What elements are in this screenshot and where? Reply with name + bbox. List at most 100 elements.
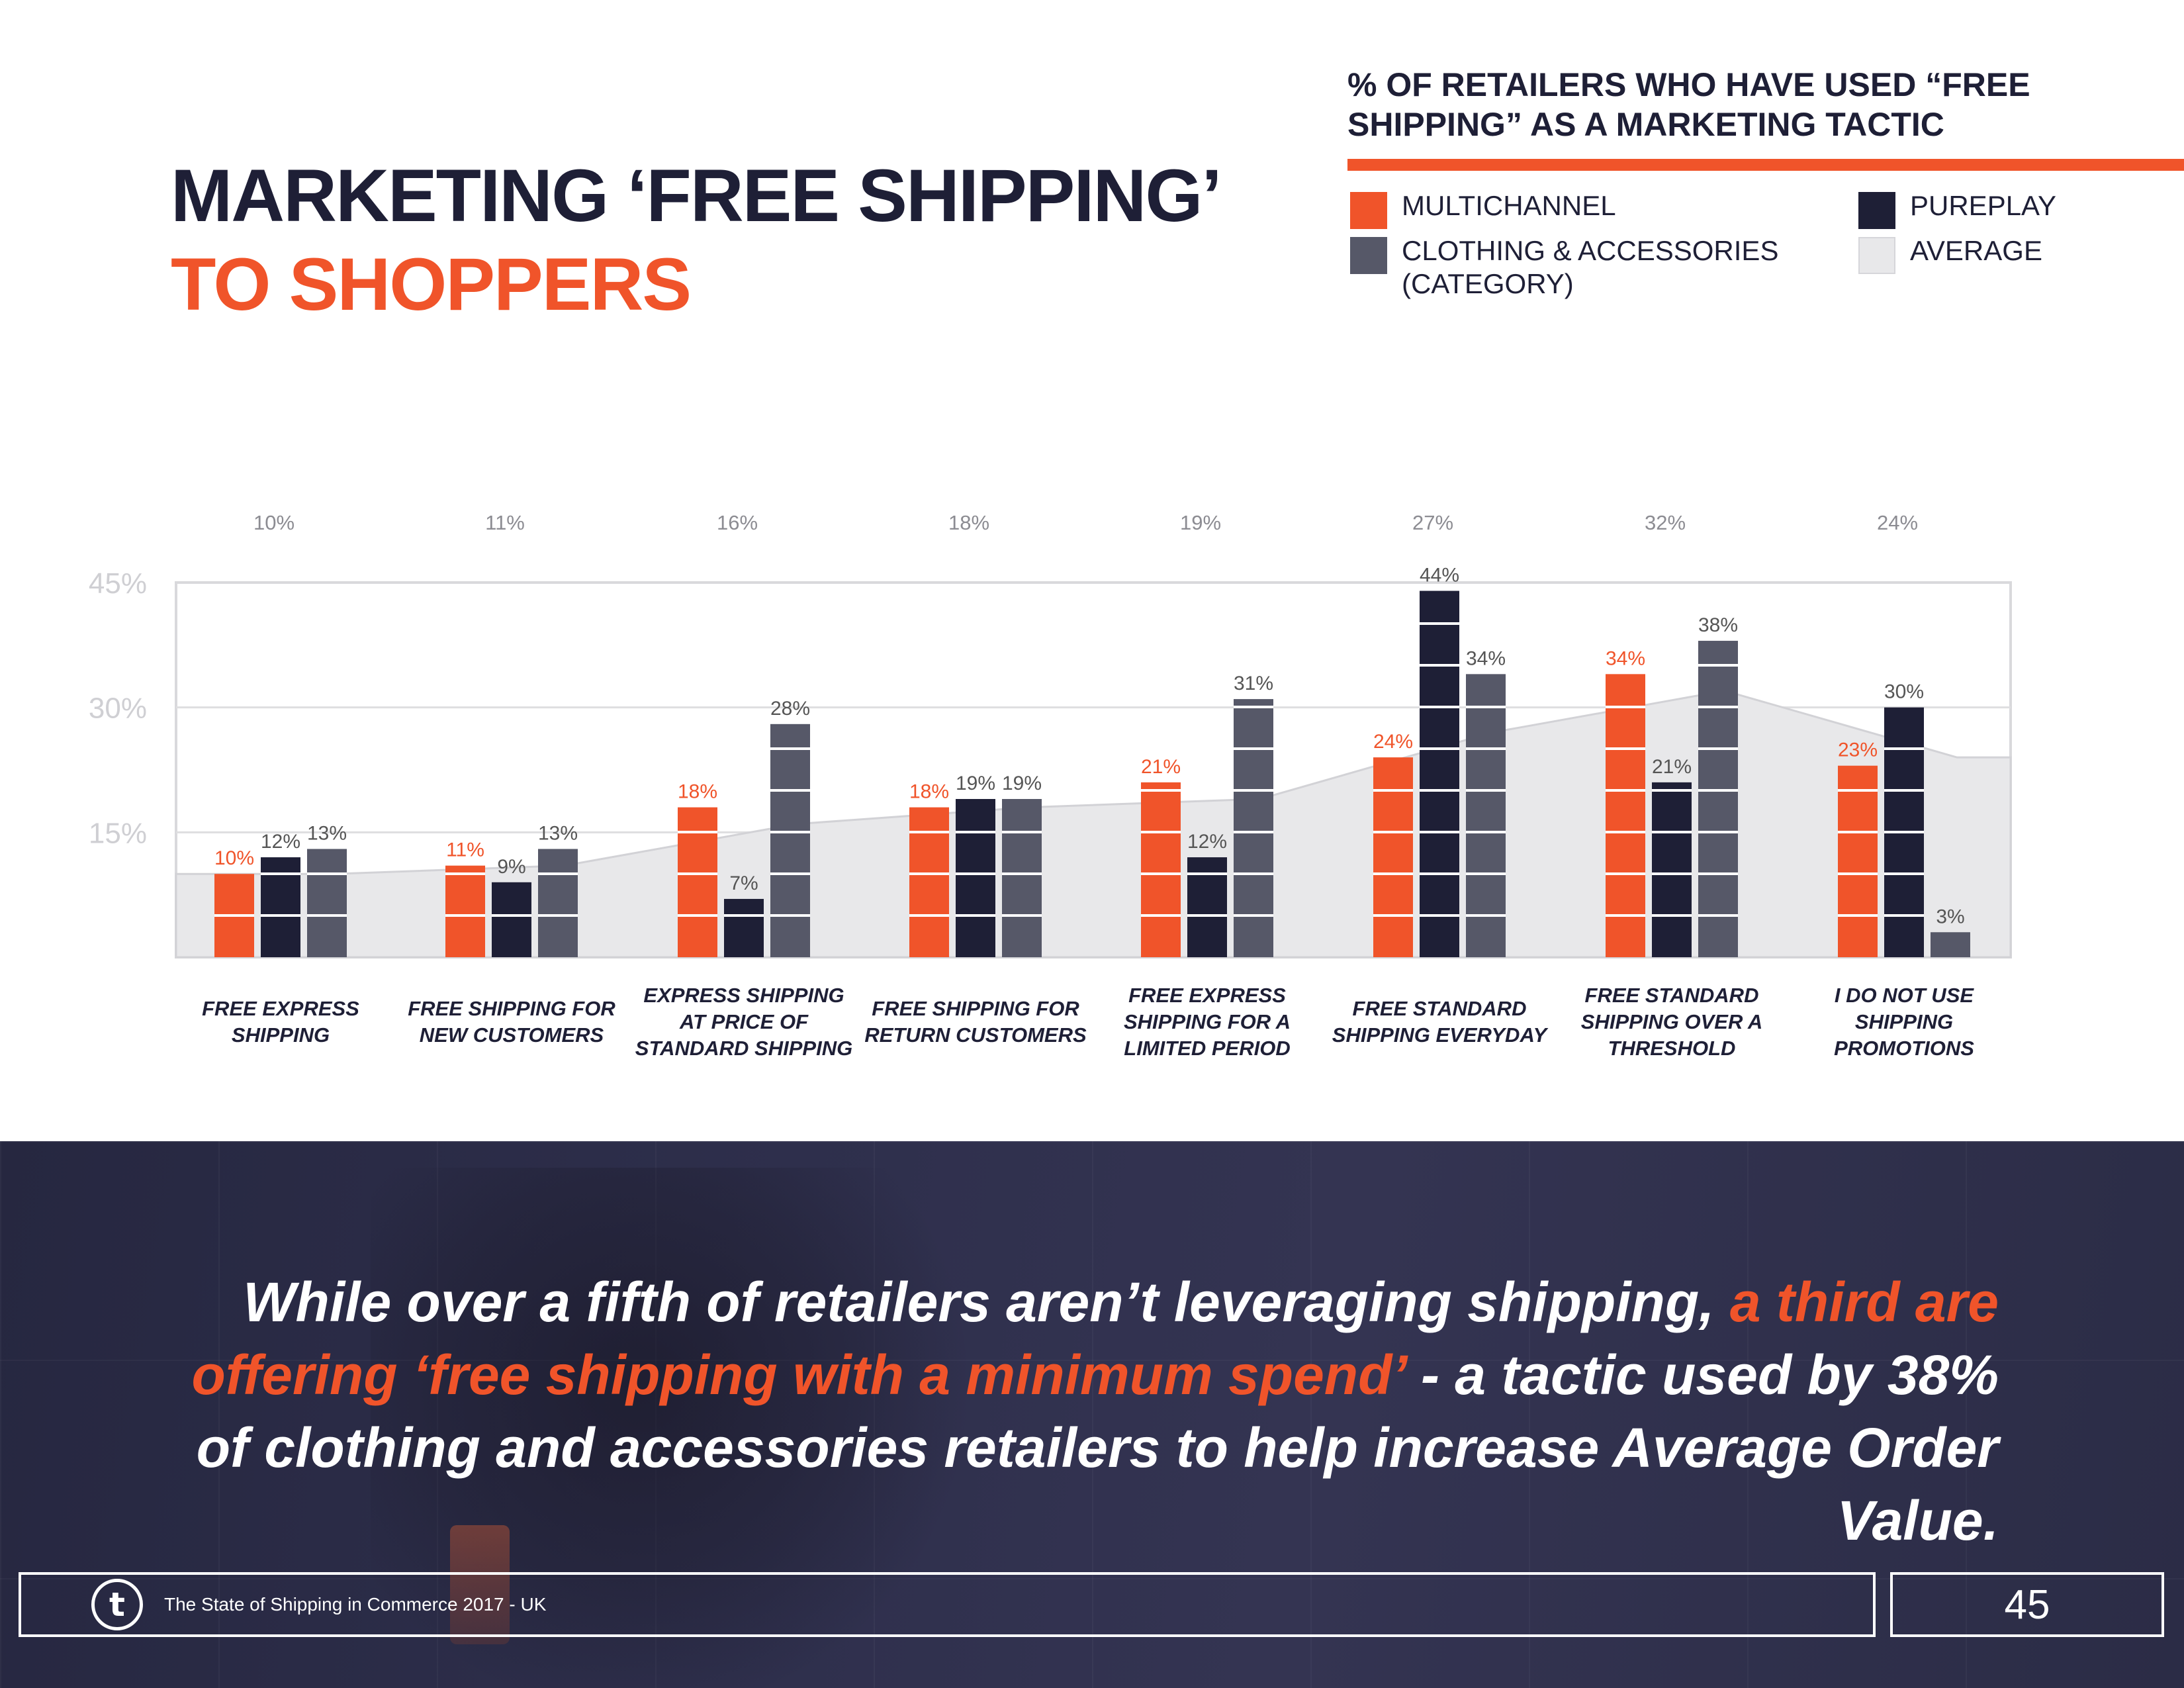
average-value-label: 16% xyxy=(717,511,758,534)
bar-value-label: 12% xyxy=(1187,831,1227,853)
bar-value-label: 34% xyxy=(1606,647,1645,669)
bar-pureplay xyxy=(1652,782,1692,957)
bar-value-label: 34% xyxy=(1466,647,1506,669)
legend-item-pureplay: PUREPLAY xyxy=(1858,189,2056,229)
x-category-label-line: FREE STANDARD xyxy=(1585,984,1759,1007)
x-category-label-line: AT PRICE OF xyxy=(679,1010,809,1033)
x-category-label: FREE SHIPPING FOR RETURN CUSTOMERS xyxy=(864,997,1087,1047)
bar-pureplay xyxy=(261,857,300,957)
bar-value-label: 21% xyxy=(1652,756,1692,778)
bar-value-label: 10% xyxy=(214,847,254,869)
bar-clothing xyxy=(1002,799,1042,957)
bar-clothing xyxy=(538,849,578,957)
legend-label-pureplay: PUREPLAY xyxy=(1910,190,2056,221)
bar-value-label: 38% xyxy=(1698,614,1738,636)
y-tick-label: 45% xyxy=(89,567,147,600)
legend-label-clothing: CLOTHING & ACCESSORIES (CATEGORY) xyxy=(1402,235,1779,299)
x-category-label: I DO NOT USE SHIPPING PROMOTIONS xyxy=(1834,984,1974,1060)
bar-multichannel xyxy=(1141,782,1181,957)
bar-value-label: 9% xyxy=(497,856,525,878)
bar-value-label: 18% xyxy=(678,781,717,803)
brand-logo-icon: t xyxy=(91,1579,143,1630)
bar-pureplay xyxy=(956,799,995,957)
page-title: MARKETING ‘FREE SHIPPING’ TO SHOPPERS xyxy=(171,154,1222,326)
average-value-label: 11% xyxy=(485,511,525,534)
x-category-label: FREE EXPRESS SHIPPING FOR A LIMITED PERIOD xyxy=(1124,984,1291,1060)
average-value-label: 32% xyxy=(1645,511,1686,534)
x-category-label-line: FREE STANDARD xyxy=(1353,997,1527,1020)
quote-banner: While over a fifth of retailers aren’t l… xyxy=(0,1141,2184,1688)
bar-multichannel xyxy=(445,865,485,957)
bar-value-label: 11% xyxy=(446,839,484,861)
x-category-label-line: FREE EXPRESS xyxy=(202,997,359,1020)
legend-item-average: AVERAGE xyxy=(1858,234,2042,274)
legend-swatch-multichannel xyxy=(1350,192,1387,229)
average-value-label: 10% xyxy=(253,511,295,534)
bar-value-label: 21% xyxy=(1141,756,1181,778)
bar-pureplay xyxy=(724,898,764,957)
bar-value-label: 19% xyxy=(956,773,995,794)
x-category-label: FREE STANDARD SHIPPING OVER A THRESHOLD xyxy=(1581,984,1762,1060)
x-category-label-line: FREE SHIPPING FOR xyxy=(872,997,1079,1020)
legend-label-average: AVERAGE xyxy=(1910,235,2042,266)
bar-value-label: 28% xyxy=(770,698,810,720)
x-category-label-line: PROMOTIONS xyxy=(1834,1037,1974,1060)
x-category-label: FREE EXPRESS SHIPPING xyxy=(202,997,359,1047)
x-category-label-line: NEW CUSTOMERS xyxy=(420,1023,604,1047)
bar-value-label: 44% xyxy=(1420,565,1459,586)
bar-value-label: 19% xyxy=(1002,773,1042,794)
x-category-label-line: SHIPPING EVERYDAY xyxy=(1332,1023,1549,1047)
x-category-label-line: SHIPPING xyxy=(1855,1010,1953,1033)
legend-item-multichannel: MULTICHANNEL xyxy=(1350,189,1616,229)
x-category-label-line: EXPRESS SHIPPING xyxy=(643,984,844,1007)
bar-value-label: 24% xyxy=(1373,731,1413,753)
bar-clothing xyxy=(1466,674,1506,957)
bar-pureplay xyxy=(1187,857,1227,957)
banner-background-wall xyxy=(0,1141,2184,1688)
bar-multichannel xyxy=(1838,765,1878,957)
legend-divider xyxy=(1347,159,2184,171)
legend-item-clothing: CLOTHING & ACCESSORIES (CATEGORY) xyxy=(1350,234,1799,301)
quote-part-2: - a tactic used by 38% of clothing and a… xyxy=(196,1344,1999,1552)
legend-swatch-clothing xyxy=(1350,237,1387,274)
bar-multichannel xyxy=(1606,674,1645,957)
average-value-label: 18% xyxy=(948,511,989,534)
bar-clothing xyxy=(1931,932,1970,957)
bar-clothing xyxy=(307,849,347,957)
y-tick-label: 15% xyxy=(89,817,147,849)
average-value-label: 24% xyxy=(1877,511,1918,534)
footer-report-title: The State of Shipping in Commerce 2017 -… xyxy=(164,1594,547,1615)
x-category-label-line: I DO NOT USE xyxy=(1835,984,1974,1007)
bar-value-label: 13% xyxy=(538,822,578,844)
quote-part-1: While over a fifth of retailers aren’t l… xyxy=(243,1271,1730,1333)
chart-title: % OF RETAILERS WHO HAVE USED “FREE SHIPP… xyxy=(1347,66,2030,143)
title-line-1: MARKETING ‘FREE SHIPPING’ xyxy=(171,154,1222,237)
bar-value-label: 18% xyxy=(909,781,949,803)
legend-swatch-average xyxy=(1858,237,1895,274)
page-number: 45 xyxy=(1890,1572,2164,1637)
bar-clothing xyxy=(770,724,810,957)
y-tick-label: 30% xyxy=(89,692,147,725)
average-value-label: 27% xyxy=(1412,511,1453,534)
legend-label-multichannel: MULTICHANNEL xyxy=(1402,190,1616,221)
title-line-2: TO SHOPPERS xyxy=(171,243,692,326)
footer-bar: t The State of Shipping in Commerce 2017… xyxy=(19,1572,1876,1637)
x-category-label: EXPRESS SHIPPING AT PRICE OF STANDARD SHIP… xyxy=(635,984,852,1060)
bar-multichannel xyxy=(909,807,949,957)
bar-value-label: 31% xyxy=(1234,673,1273,694)
quote-text: While over a fifth of retailers aren’t l… xyxy=(159,1266,1999,1557)
legend-swatch-pureplay xyxy=(1858,192,1895,229)
x-category-label: FREE SHIPPING FOR NEW CUSTOMERS xyxy=(408,997,615,1047)
average-value-label: 19% xyxy=(1180,511,1221,534)
bar-value-label: 3% xyxy=(1936,906,1964,927)
x-category-label-line: FREE EXPRESS xyxy=(1128,984,1286,1007)
bar-multichannel xyxy=(1373,757,1413,957)
bar-value-label: 7% xyxy=(729,872,758,894)
x-category-label-line: LIMITED PERIOD xyxy=(1124,1037,1290,1060)
bar-value-label: 12% xyxy=(261,831,300,853)
x-category-label-line: STANDARD SHIPPING xyxy=(635,1037,852,1060)
bar-value-label: 30% xyxy=(1884,681,1924,703)
bar-chart: 45% 30% 15% 10% 11% 16% 18% 19% 27% 32% 24% 10% 11% 1… xyxy=(89,511,2012,1060)
bar-pureplay xyxy=(492,882,531,957)
quote-highlight: a third are offering ‘free shipping with… xyxy=(191,1271,1999,1406)
